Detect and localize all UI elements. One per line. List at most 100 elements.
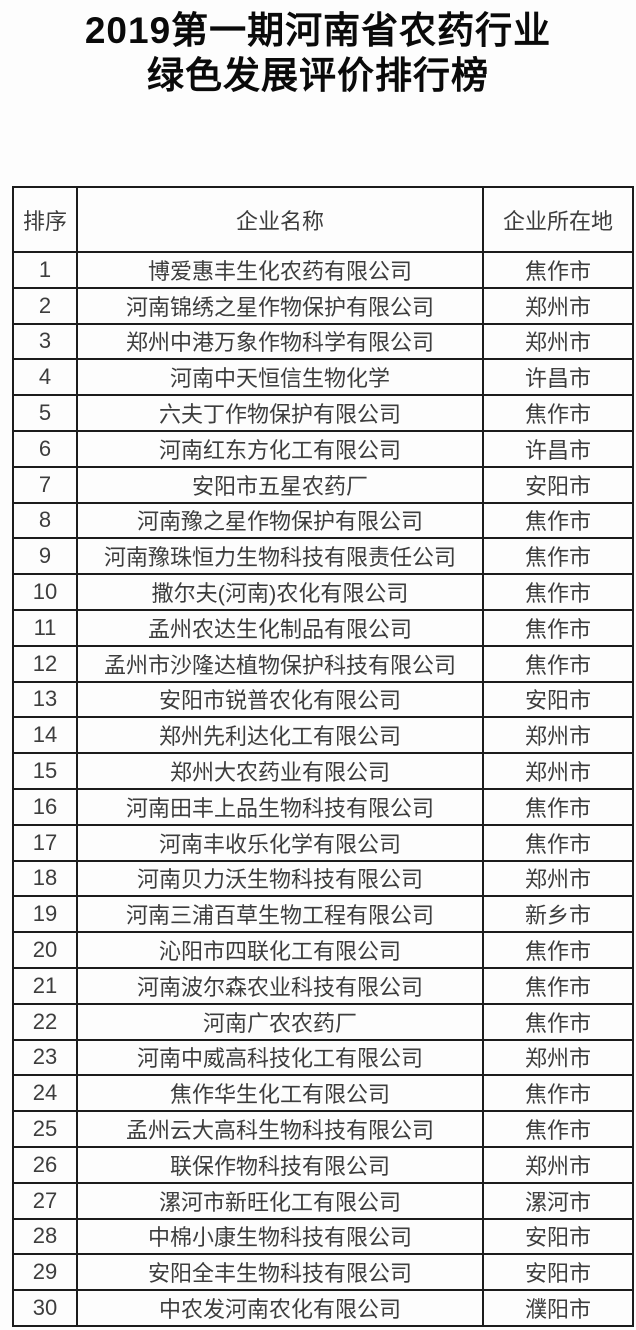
rank-cell: 25	[12, 1110, 78, 1148]
rank-cell: 21	[12, 966, 78, 1005]
rank-cell: 3	[12, 322, 78, 361]
page-title-line2: 绿色发展评价排行榜	[147, 55, 489, 96]
rank-cell: 5	[12, 394, 78, 432]
company-name-cell: 郑州中港万象作物科学有限公司	[76, 322, 484, 361]
rank-cell: 2	[12, 286, 78, 325]
rank-cell: 22	[12, 1002, 78, 1041]
rank-cell: 15	[12, 752, 78, 790]
table-row: 11 孟州农达生化制品有限公司 焦作市	[12, 608, 634, 647]
company-name-cell: 孟州农达生化制品有限公司	[76, 608, 484, 647]
table-row: 14 郑州先利达化工有限公司 郑州市	[12, 716, 634, 755]
rank-cell: 19	[12, 895, 78, 934]
table-row: 23 河南中威高科技化工有限公司 郑州市	[12, 1038, 634, 1077]
table-row: 3 郑州中港万象作物科学有限公司 郑州市	[12, 322, 634, 361]
company-location-cell: 郑州市	[482, 1038, 634, 1077]
table-header: 排序 企业名称 企业所在地	[12, 186, 634, 253]
rank-cell: 6	[12, 429, 78, 468]
rank-cell: 10	[12, 573, 78, 611]
company-name-cell: 河南中天恒信生物化学	[76, 358, 484, 397]
table-row: 19 河南三浦百草生物工程有限公司 新乡市	[12, 895, 634, 934]
table-row: 20 沁阳市四联化工有限公司 焦作市	[12, 931, 634, 969]
company-name-cell: 河南田丰上品生物科技有限公司	[76, 787, 484, 826]
table-row: 9 河南豫珠恒力生物科技有限责任公司 焦作市	[12, 537, 634, 576]
company-location-cell: 安阳市	[482, 1253, 634, 1292]
company-location-cell: 焦作市	[482, 608, 634, 647]
page-title-line1: 2019第一期河南省农药行业	[84, 10, 552, 51]
company-name-cell: 博爱惠丰生化农药有限公司	[76, 251, 484, 289]
company-location-cell: 安阳市	[482, 680, 634, 719]
table-row: 13 安阳市锐普农化有限公司 安阳市	[12, 680, 634, 719]
company-location-cell: 漯河市	[482, 1181, 634, 1220]
company-name-cell: 焦作华生化工有限公司	[76, 1074, 484, 1113]
company-location-cell: 焦作市	[482, 251, 634, 289]
table-row: 12 孟州市沙隆达植物保护科技有限公司 焦作市	[12, 644, 634, 683]
company-location-cell: 濮阳市	[482, 1289, 634, 1327]
rank-cell: 1	[12, 251, 78, 289]
company-name-cell: 河南中威高科技化工有限公司	[76, 1038, 484, 1077]
company-location-cell: 焦作市	[482, 787, 634, 826]
rank-cell: 12	[12, 644, 78, 683]
company-name-cell: 河南豫之星作物保护有限公司	[76, 501, 484, 540]
rank-cell: 29	[12, 1253, 78, 1292]
column-header-company-location: 企业所在地	[482, 186, 634, 253]
company-location-cell: 郑州市	[482, 859, 634, 898]
rank-cell: 18	[12, 859, 78, 898]
company-name-cell: 河南广农农药厂	[76, 1002, 484, 1041]
company-name-cell: 河南豫珠恒力生物科技有限责任公司	[76, 537, 484, 576]
company-location-cell: 焦作市	[482, 537, 634, 576]
company-location-cell: 郑州市	[482, 286, 634, 325]
company-location-cell: 新乡市	[482, 895, 634, 934]
company-location-cell: 安阳市	[482, 1217, 634, 1256]
company-location-cell: 郑州市	[482, 752, 634, 790]
company-location-cell: 郑州市	[482, 1145, 634, 1184]
company-location-cell: 焦作市	[482, 931, 634, 969]
company-location-cell: 焦作市	[482, 394, 634, 432]
company-name-cell: 郑州先利达化工有限公司	[76, 716, 484, 755]
table-row: 6 河南红东方化工有限公司 许昌市	[12, 429, 634, 468]
rank-cell: 24	[12, 1074, 78, 1113]
table-row: 30 中农发河南农化有限公司 濮阳市	[12, 1289, 634, 1327]
rank-cell: 16	[12, 787, 78, 826]
company-name-cell: 安阳全丰生物科技有限公司	[76, 1253, 484, 1292]
rank-cell: 28	[12, 1217, 78, 1256]
table-row: 28 中棉小康生物科技有限公司 安阳市	[12, 1217, 634, 1256]
rank-cell: 11	[12, 608, 78, 647]
company-name-cell: 中农发河南农化有限公司	[76, 1289, 484, 1327]
company-name-cell: 河南三浦百草生物工程有限公司	[76, 895, 484, 934]
company-name-cell: 河南波尔森农业科技有限公司	[76, 966, 484, 1005]
rank-cell: 13	[12, 680, 78, 719]
rank-cell: 26	[12, 1145, 78, 1184]
table-row: 26 联保作物科技有限公司 郑州市	[12, 1145, 634, 1184]
table-row: 2 河南锦绣之星作物保护有限公司 郑州市	[12, 286, 634, 325]
company-name-cell: 中棉小康生物科技有限公司	[76, 1217, 484, 1256]
rank-cell: 8	[12, 501, 78, 540]
table-row: 7 安阳市五星农药厂 安阳市	[12, 465, 634, 504]
company-location-cell: 安阳市	[482, 465, 634, 504]
table-row: 5 六夫丁作物保护有限公司 焦作市	[12, 394, 634, 432]
company-name-cell: 漯河市新旺化工有限公司	[76, 1181, 484, 1220]
rank-cell: 17	[12, 823, 78, 862]
page-title: 2019第一期河南省农药行业 绿色发展评价排行榜	[0, 8, 636, 98]
company-location-cell: 许昌市	[482, 358, 634, 397]
company-name-cell: 孟州云大高科生物科技有限公司	[76, 1110, 484, 1148]
rank-cell: 4	[12, 358, 78, 397]
company-location-cell: 许昌市	[482, 429, 634, 468]
rank-cell: 7	[12, 465, 78, 504]
table-row: 24 焦作华生化工有限公司 焦作市	[12, 1074, 634, 1113]
company-name-cell: 孟州市沙隆达植物保护科技有限公司	[76, 644, 484, 683]
ranking-table: 排序 企业名称 企业所在地 1 博爱惠丰生化农药有限公司 焦作市 2 河南锦绣之星作物保…	[12, 186, 634, 1327]
rank-cell: 14	[12, 716, 78, 755]
company-name-cell: 郑州大农药业有限公司	[76, 752, 484, 790]
company-name-cell: 联保作物科技有限公司	[76, 1145, 484, 1184]
column-header-company-name: 企业名称	[76, 186, 484, 253]
rank-cell: 23	[12, 1038, 78, 1077]
table-row: 4 河南中天恒信生物化学 许昌市	[12, 358, 634, 397]
company-location-cell: 焦作市	[482, 1074, 634, 1113]
table-row: 8 河南豫之星作物保护有限公司 焦作市	[12, 501, 634, 540]
table-row: 17 河南丰收乐化学有限公司 焦作市	[12, 823, 634, 862]
table-row: 16 河南田丰上品生物科技有限公司 焦作市	[12, 787, 634, 826]
table-row: 15 郑州大农药业有限公司 郑州市	[12, 752, 634, 790]
company-name-cell: 河南红东方化工有限公司	[76, 429, 484, 468]
company-location-cell: 焦作市	[482, 573, 634, 611]
company-location-cell: 郑州市	[482, 322, 634, 361]
